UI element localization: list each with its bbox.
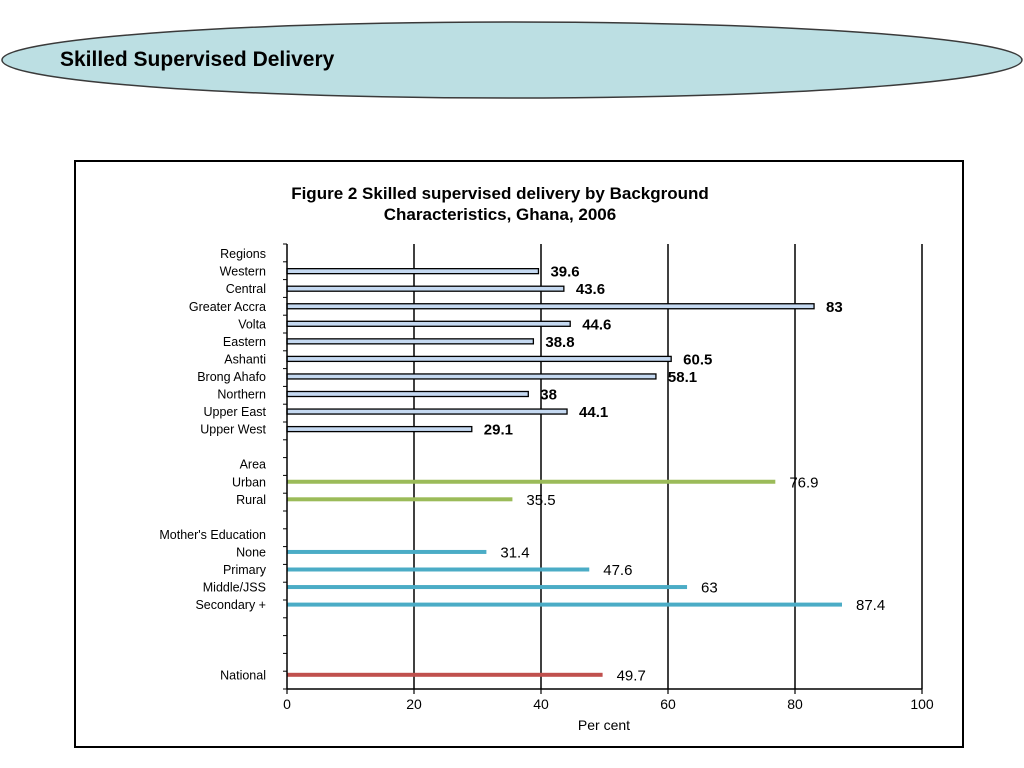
x-tick-label: 40 xyxy=(533,696,549,712)
data-label: 35.5 xyxy=(526,492,555,509)
category-label: National xyxy=(220,668,266,682)
category-label: Brong Ahafo xyxy=(197,370,266,384)
group-heading: Area xyxy=(240,458,266,472)
title-banner xyxy=(1,21,1023,99)
category-label: Western xyxy=(220,265,266,279)
category-label: Eastern xyxy=(223,335,266,349)
data-label: 63 xyxy=(701,580,718,597)
category-label: Upper West xyxy=(200,423,266,437)
data-label: 38 xyxy=(540,387,557,404)
bar xyxy=(286,408,568,415)
x-tick-label: 0 xyxy=(283,696,291,712)
category-label: Secondary + xyxy=(195,598,266,612)
data-label: 38.8 xyxy=(545,334,574,351)
slide-title: Skilled Supervised Delivery xyxy=(60,48,335,71)
group-heading: Mother's Education xyxy=(159,528,266,542)
data-label: 47.6 xyxy=(603,562,632,579)
data-label: 60.5 xyxy=(683,351,712,368)
chart-frame: Figure 2 Skilled supervised delivery by … xyxy=(74,160,964,748)
bar xyxy=(287,602,842,607)
bar xyxy=(287,497,513,502)
x-tick-label: 60 xyxy=(660,696,676,712)
data-label: 44.1 xyxy=(579,404,608,421)
bar xyxy=(286,303,815,310)
bar xyxy=(287,567,590,572)
bar xyxy=(286,338,535,345)
data-label: 58.1 xyxy=(668,369,697,386)
chart-title-line: Figure 2 Skilled supervised delivery by … xyxy=(291,184,709,203)
category-label: Rural xyxy=(236,493,266,507)
category-label: Volta xyxy=(238,317,266,331)
x-tick-label: 20 xyxy=(406,696,422,712)
data-label: 29.1 xyxy=(484,422,513,439)
category-label: Primary xyxy=(223,563,267,577)
bar xyxy=(286,373,657,380)
x-tick-label: 80 xyxy=(787,696,803,712)
data-label: 39.6 xyxy=(550,264,579,281)
bar xyxy=(286,285,565,292)
data-label: 87.4 xyxy=(856,597,885,614)
data-label: 31.4 xyxy=(500,544,529,561)
group-heading: Regions xyxy=(220,247,266,261)
bar xyxy=(287,549,487,554)
data-label: 49.7 xyxy=(617,667,646,684)
category-label: Greater Accra xyxy=(189,300,266,314)
bar xyxy=(286,355,672,363)
category-label: Northern xyxy=(217,388,266,402)
category-label: Urban xyxy=(232,475,266,489)
x-axis-label: Per cent xyxy=(578,717,630,733)
data-label: 44.6 xyxy=(582,316,611,333)
data-label: 83 xyxy=(826,299,843,316)
bar xyxy=(287,479,776,484)
bar xyxy=(287,672,603,677)
bar xyxy=(286,425,473,433)
x-tick-label: 100 xyxy=(910,696,934,712)
category-label: Ashanti xyxy=(224,352,266,366)
bar xyxy=(286,268,540,275)
bar xyxy=(286,390,529,398)
category-label: Middle/JSS xyxy=(203,581,266,595)
chart-title-line: Characteristics, Ghana, 2006 xyxy=(384,205,616,224)
bar-chart: Figure 2 Skilled supervised delivery by … xyxy=(159,184,934,733)
category-label: Upper East xyxy=(203,405,266,419)
data-label: 43.6 xyxy=(576,281,605,298)
category-label: Central xyxy=(226,282,266,296)
data-label: 76.9 xyxy=(789,474,818,491)
banner-ellipse xyxy=(1,21,1023,99)
bar xyxy=(287,585,688,590)
bar xyxy=(286,320,571,327)
category-label: None xyxy=(236,545,266,559)
